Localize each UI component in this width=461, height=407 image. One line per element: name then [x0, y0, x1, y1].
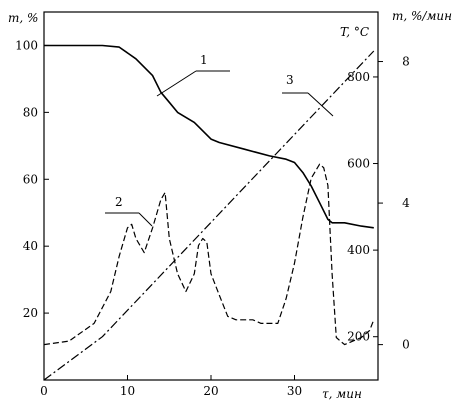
left-tick-label: 100 — [15, 38, 38, 52]
bottom-tick-label: 30 — [287, 384, 302, 398]
bottom-axis-ticks: 0 10 20 30 — [40, 375, 302, 398]
temperature-axis-ticks: 200 400 600 800 — [347, 70, 378, 344]
rate-axis-label: m, %/мин — [392, 9, 452, 23]
callout-line-3-leg — [307, 92, 334, 117]
series-1-line — [44, 44, 374, 229]
callout-label-1: 1 — [200, 53, 208, 67]
rate-tick-label: 4 — [402, 196, 410, 210]
bottom-tick-label: 20 — [203, 384, 218, 398]
left-tick-label: 40 — [23, 239, 38, 253]
rate-tick-label: 0 — [402, 338, 410, 352]
rate-tick-label: 8 — [402, 55, 410, 69]
left-tick-label: 80 — [23, 105, 38, 119]
left-axis-label: m, % — [8, 11, 38, 25]
callout-label-2: 2 — [115, 195, 123, 209]
callout-line-2-leg — [138, 212, 153, 227]
series-layer — [43, 44, 375, 381]
temperature-tick-label: 200 — [347, 330, 370, 344]
temperature-tick-label: 600 — [347, 157, 370, 171]
bottom-tick-label: 10 — [120, 384, 135, 398]
left-tick-label: 20 — [23, 306, 38, 320]
rate-axis-ticks: 0 4 8 — [378, 55, 410, 352]
temperature-axis-label: T, °C — [340, 25, 369, 39]
callout-label-3: 3 — [286, 73, 294, 87]
bottom-axis-label: τ, мин — [322, 387, 362, 401]
series-2-line — [43, 163, 375, 346]
temperature-tick-label: 800 — [347, 70, 370, 84]
temperature-tick-label: 400 — [347, 243, 370, 257]
callout-line-1 — [156, 70, 197, 97]
bottom-tick-label: 0 — [40, 384, 48, 398]
left-tick-label: 60 — [23, 172, 38, 186]
series-3-line — [43, 50, 375, 381]
